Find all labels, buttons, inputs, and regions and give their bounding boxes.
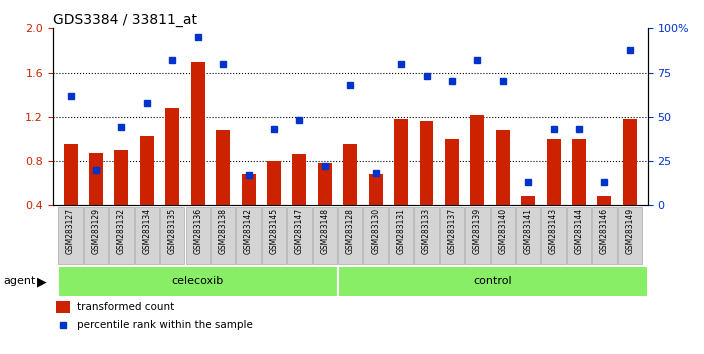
- Text: GSM283127: GSM283127: [66, 208, 75, 254]
- Text: GDS3384 / 33811_at: GDS3384 / 33811_at: [53, 13, 197, 27]
- Text: celecoxib: celecoxib: [172, 276, 224, 286]
- Text: GSM283132: GSM283132: [117, 208, 126, 254]
- FancyBboxPatch shape: [567, 206, 591, 264]
- FancyBboxPatch shape: [134, 206, 159, 264]
- FancyBboxPatch shape: [237, 206, 260, 264]
- Bar: [445, 139, 459, 205]
- Bar: [623, 119, 637, 205]
- Bar: [63, 144, 77, 205]
- FancyBboxPatch shape: [160, 206, 184, 264]
- Bar: [470, 115, 484, 205]
- Text: GSM283134: GSM283134: [142, 208, 151, 255]
- Bar: [56, 301, 70, 313]
- Text: GSM283143: GSM283143: [549, 208, 558, 255]
- Text: GSM283136: GSM283136: [193, 208, 202, 255]
- Bar: [58, 266, 337, 297]
- Bar: [521, 196, 535, 205]
- Text: GSM283133: GSM283133: [422, 208, 431, 255]
- Text: GSM283138: GSM283138: [219, 208, 227, 254]
- FancyBboxPatch shape: [592, 206, 617, 264]
- FancyBboxPatch shape: [389, 206, 413, 264]
- Text: GSM283130: GSM283130: [371, 208, 380, 255]
- FancyBboxPatch shape: [313, 206, 337, 264]
- Bar: [318, 163, 332, 205]
- FancyBboxPatch shape: [465, 206, 489, 264]
- Bar: [394, 119, 408, 205]
- Bar: [292, 154, 306, 205]
- FancyBboxPatch shape: [84, 206, 108, 264]
- Bar: [165, 108, 180, 205]
- Text: transformed count: transformed count: [77, 302, 175, 312]
- Text: control: control: [473, 276, 512, 286]
- Bar: [337, 266, 648, 297]
- Bar: [420, 121, 434, 205]
- FancyBboxPatch shape: [58, 206, 83, 264]
- Bar: [496, 130, 510, 205]
- Text: GSM283140: GSM283140: [498, 208, 508, 255]
- Text: GSM283142: GSM283142: [244, 208, 253, 254]
- Bar: [369, 175, 383, 205]
- Text: ▶: ▶: [37, 275, 46, 288]
- Text: GSM283139: GSM283139: [473, 208, 482, 255]
- FancyBboxPatch shape: [516, 206, 541, 264]
- Bar: [140, 136, 154, 205]
- FancyBboxPatch shape: [415, 206, 439, 264]
- Bar: [241, 175, 256, 205]
- FancyBboxPatch shape: [211, 206, 235, 264]
- Text: GSM283144: GSM283144: [574, 208, 584, 255]
- Text: GSM283131: GSM283131: [396, 208, 406, 254]
- FancyBboxPatch shape: [617, 206, 642, 264]
- Bar: [572, 139, 586, 205]
- Text: GSM283148: GSM283148: [320, 208, 329, 254]
- Bar: [344, 144, 357, 205]
- FancyBboxPatch shape: [440, 206, 464, 264]
- Text: GSM283141: GSM283141: [524, 208, 533, 254]
- FancyBboxPatch shape: [287, 206, 312, 264]
- FancyBboxPatch shape: [541, 206, 566, 264]
- Bar: [89, 153, 103, 205]
- Bar: [267, 161, 281, 205]
- Text: GSM283129: GSM283129: [92, 208, 101, 254]
- FancyBboxPatch shape: [338, 206, 363, 264]
- Text: GSM283135: GSM283135: [168, 208, 177, 255]
- Text: GSM283145: GSM283145: [270, 208, 279, 255]
- Bar: [546, 139, 560, 205]
- Bar: [598, 196, 612, 205]
- FancyBboxPatch shape: [186, 206, 210, 264]
- FancyBboxPatch shape: [109, 206, 134, 264]
- FancyBboxPatch shape: [363, 206, 388, 264]
- Bar: [115, 150, 128, 205]
- Text: GSM283147: GSM283147: [295, 208, 304, 255]
- Text: agent: agent: [4, 276, 36, 286]
- Bar: [191, 62, 205, 205]
- Bar: [216, 130, 230, 205]
- Text: GSM283149: GSM283149: [625, 208, 634, 255]
- Text: GSM283137: GSM283137: [448, 208, 456, 255]
- FancyBboxPatch shape: [491, 206, 515, 264]
- Text: GSM283146: GSM283146: [600, 208, 609, 255]
- FancyBboxPatch shape: [262, 206, 287, 264]
- Text: percentile rank within the sample: percentile rank within the sample: [77, 320, 253, 330]
- Text: GSM283128: GSM283128: [346, 208, 355, 254]
